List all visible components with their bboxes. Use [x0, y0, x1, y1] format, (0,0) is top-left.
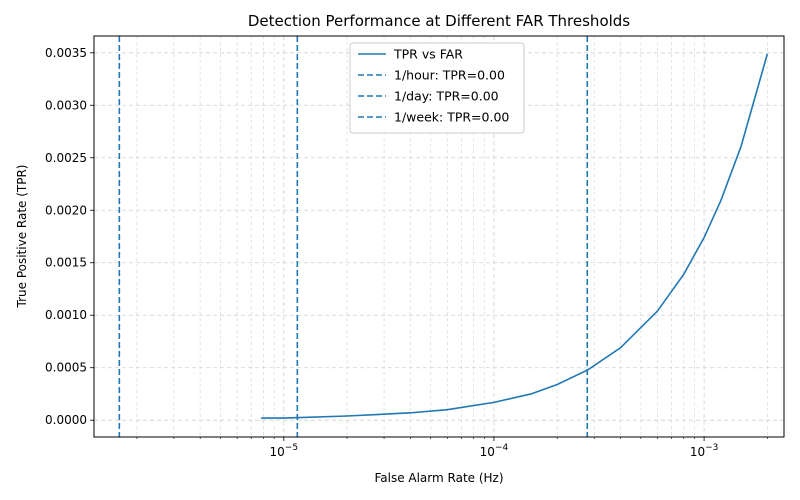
- legend-label: 1/day: TPR=0.00: [394, 89, 499, 104]
- y-tick-label: 0.0015: [45, 256, 87, 270]
- y-tick-label: 0.0010: [45, 308, 87, 322]
- legend: TPR vs FAR 1/hour: TPR=0.00 1/day: TPR=0.0…: [349, 42, 525, 134]
- x-tick-label: 10−4: [480, 443, 509, 459]
- y-tick-label: 0.0020: [45, 203, 87, 217]
- y-tick-label: 0.0005: [45, 361, 87, 375]
- legend-label: 1/hour: TPR=0.00: [394, 68, 505, 83]
- x-tick-label: 10−3: [690, 443, 719, 459]
- axis-ticks: 10−5 10−4 10−3 0.0000 0.0005 0.0010 0.0015 0.00…: [45, 46, 768, 459]
- x-axis-label: False Alarm Rate (Hz): [374, 471, 503, 485]
- plot-lines: [118, 36, 769, 437]
- legend-box: [349, 42, 525, 134]
- y-tick-label: 0.0000: [45, 413, 87, 427]
- x-tick-label: 10−5: [270, 443, 299, 459]
- legend-label: 1/week: TPR=0.00: [394, 110, 509, 125]
- plot-frame: [93, 35, 785, 438]
- chart-title: Detection Performance at Different FAR T…: [248, 12, 630, 30]
- y-tick-label: 0.0035: [45, 46, 87, 60]
- y-tick-label: 0.0025: [45, 151, 87, 165]
- legend-label: TPR vs FAR: [393, 47, 463, 62]
- tpr-vs-far-curve: [261, 53, 769, 419]
- y-axis-label: True Positive Rate (TPR): [15, 165, 29, 309]
- grid: [94, 36, 784, 437]
- y-tick-label: 0.0030: [45, 98, 87, 112]
